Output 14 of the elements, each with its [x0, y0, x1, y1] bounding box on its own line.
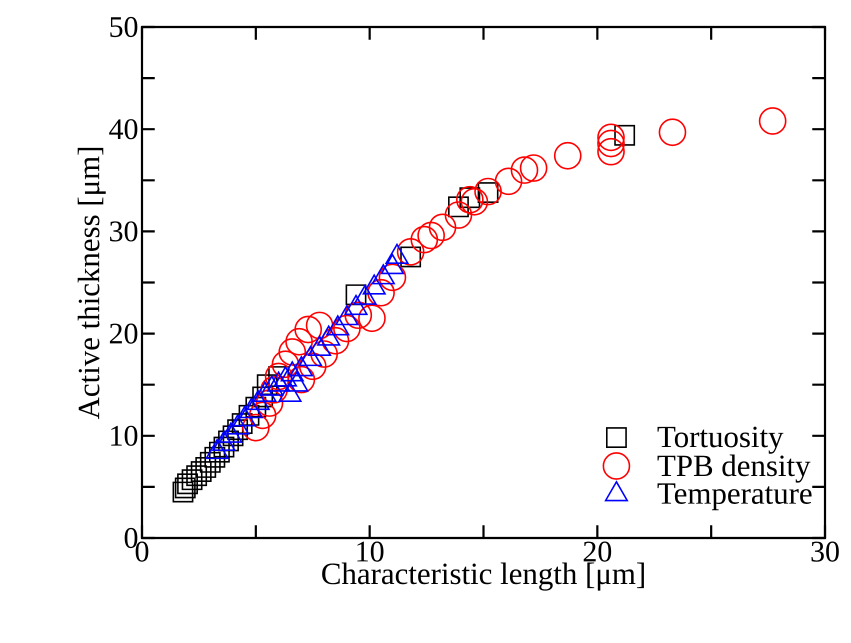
y-tick-label: 0 [124, 528, 138, 548]
y-tick-label: 50 [110, 16, 138, 38]
legend-label: TPB density [658, 454, 810, 483]
y-tick-label: 30 [110, 221, 138, 242]
legend-label: Temperature [658, 483, 812, 510]
y-tick-label: 10 [111, 426, 138, 446]
x-tick-label: 20 [584, 542, 612, 562]
x-tick-label: 30 [812, 542, 839, 562]
x-axis-title: Characteristic length [μm] [322, 562, 644, 591]
y-tick-label: 40 [109, 119, 138, 140]
x-tick-label: 10 [357, 542, 384, 562]
y-tick-label: 20 [110, 324, 138, 344]
y-axis-title: Active thickness [μm] [78, 148, 106, 420]
legend-label: Tortuosity [658, 426, 784, 454]
